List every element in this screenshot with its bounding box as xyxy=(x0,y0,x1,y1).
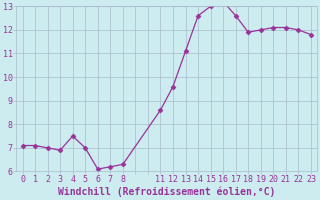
X-axis label: Windchill (Refroidissement éolien,°C): Windchill (Refroidissement éolien,°C) xyxy=(58,187,276,197)
